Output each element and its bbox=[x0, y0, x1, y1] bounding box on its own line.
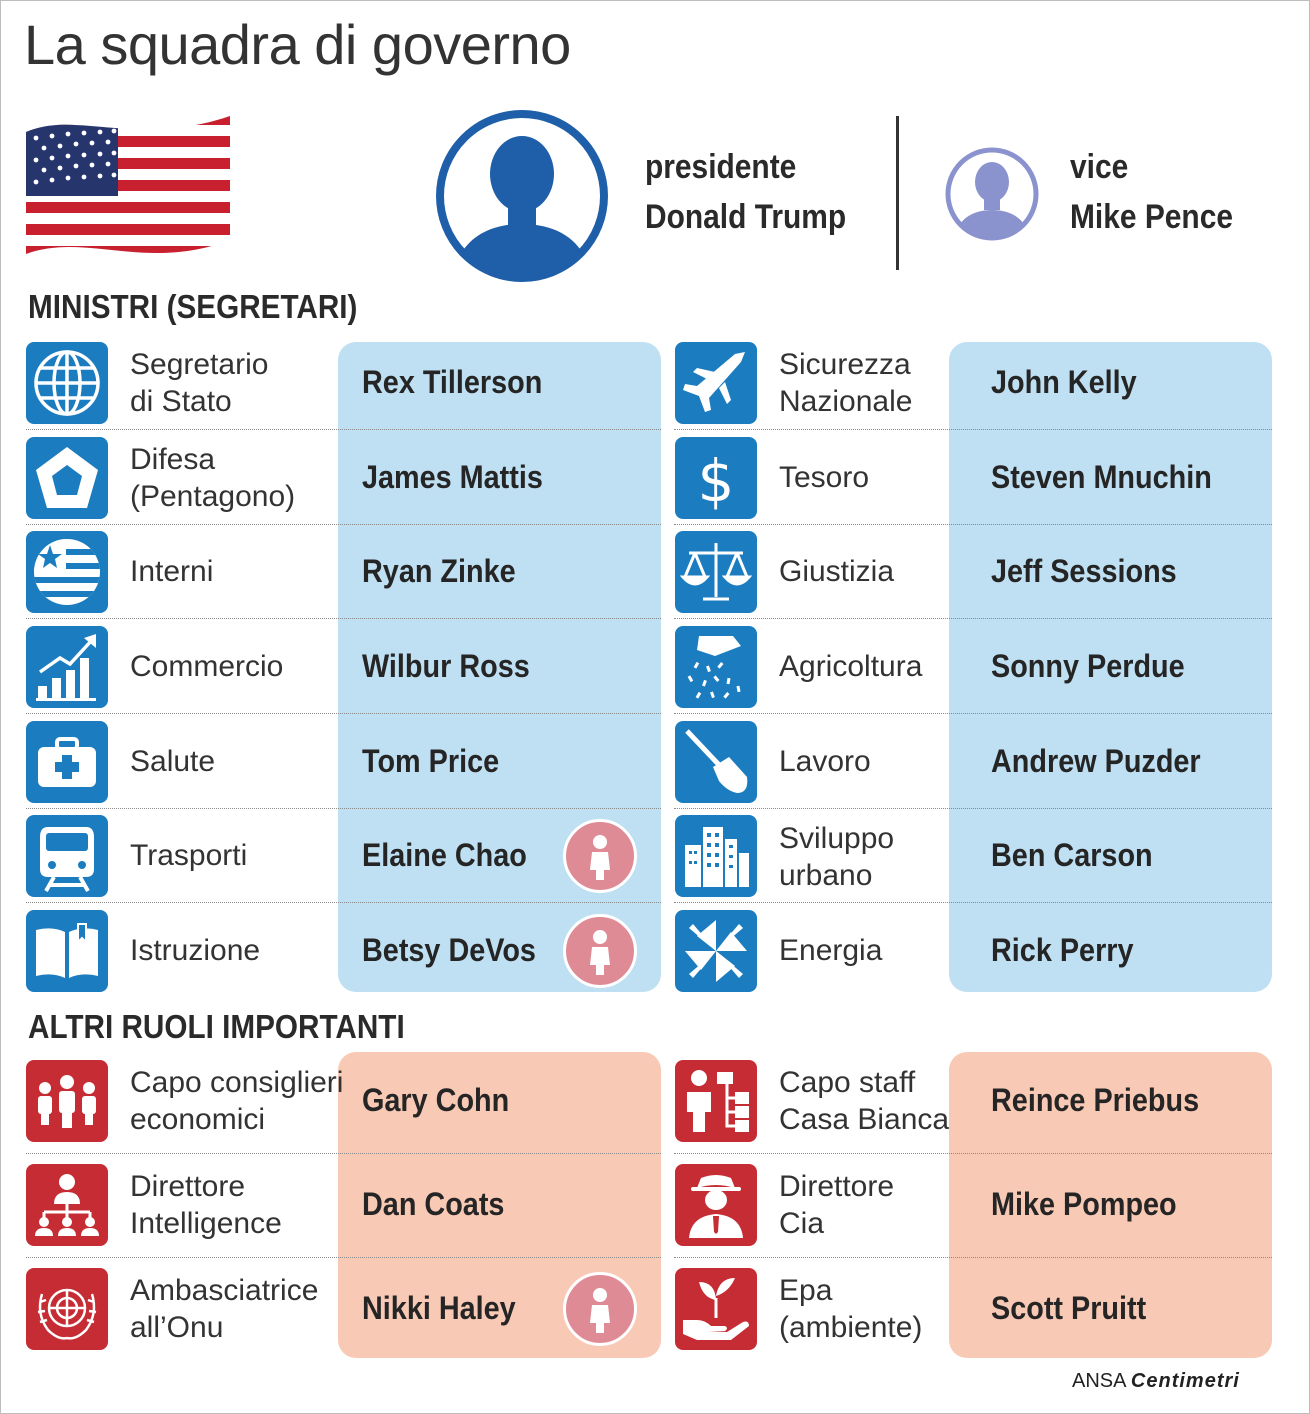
globe-icon bbox=[26, 342, 108, 424]
minister-role-label: Sicurezza Nazionale bbox=[779, 348, 913, 418]
minister-role-label: Tesoro bbox=[779, 461, 870, 494]
role-label: Ambasciatrice all’Onu bbox=[130, 1274, 319, 1344]
pentagon-icon bbox=[26, 437, 108, 519]
row-divider bbox=[26, 902, 661, 903]
plant-hand-icon bbox=[675, 1268, 757, 1350]
minister-name: Ben Carson bbox=[991, 837, 1153, 873]
credit-agency: ANSA bbox=[1072, 1370, 1126, 1392]
minister-name: Steven Mnuchin bbox=[991, 459, 1212, 495]
minister-role-label: Commercio bbox=[130, 650, 284, 683]
ministers-heading: MINISTRI (SEGRETARI) bbox=[28, 288, 358, 325]
row-divider bbox=[674, 1257, 1272, 1258]
row-divider bbox=[26, 1153, 661, 1154]
credit-brand: Centimetri bbox=[1130, 1370, 1240, 1392]
row-divider bbox=[26, 1257, 661, 1258]
source-credit: ANSA Centimetri bbox=[1072, 1370, 1240, 1393]
minister-name: Jeff Sessions bbox=[991, 553, 1177, 589]
minister-role-label: Interni bbox=[130, 555, 214, 588]
row-divider bbox=[26, 429, 661, 430]
role-label: Direttore Intelligence bbox=[130, 1170, 282, 1240]
ministers-right-names-panel bbox=[949, 342, 1272, 992]
row-divider bbox=[674, 524, 1272, 525]
minister-name: Ryan Zinke bbox=[362, 553, 516, 589]
vice-avatar bbox=[944, 146, 1040, 247]
female-badge-icon bbox=[563, 1272, 637, 1346]
row-divider bbox=[674, 808, 1272, 809]
row-divider bbox=[26, 808, 661, 809]
minister-name: Rex Tillerson bbox=[362, 364, 543, 400]
hierarchy-icon bbox=[26, 1164, 108, 1246]
org-chart-icon bbox=[675, 1060, 757, 1142]
scales-icon bbox=[675, 531, 757, 613]
un-emblem-icon bbox=[26, 1268, 108, 1350]
jet-icon bbox=[675, 342, 757, 424]
page-title: La squadra di governo bbox=[24, 13, 571, 76]
row-divider bbox=[674, 429, 1272, 430]
minister-name: Betsy DeVos bbox=[362, 932, 536, 968]
official-name: Mike Pompeo bbox=[991, 1186, 1177, 1222]
flag-globe-icon bbox=[26, 531, 108, 613]
minister-name: James Mattis bbox=[362, 459, 543, 495]
vice-name: Mike Pence bbox=[1070, 198, 1233, 236]
official-name: Dan Coats bbox=[362, 1186, 505, 1222]
official-name: Gary Cohn bbox=[362, 1082, 510, 1118]
row-divider bbox=[26, 713, 661, 714]
book-icon bbox=[26, 910, 108, 992]
us-flag-icon bbox=[26, 114, 230, 275]
role-label: Capo consiglieri economici bbox=[130, 1066, 344, 1136]
row-divider bbox=[674, 902, 1272, 903]
minister-name: Rick Perry bbox=[991, 932, 1134, 968]
president-name: Donald Trump bbox=[645, 198, 847, 236]
other-roles-heading: ALTRI RUOLI IMPORTANTI bbox=[28, 1008, 405, 1045]
official-name: Scott Pruitt bbox=[991, 1290, 1147, 1326]
minister-role-label: Giustizia bbox=[779, 555, 895, 588]
team-icon bbox=[26, 1060, 108, 1142]
minister-name: Andrew Puzder bbox=[991, 743, 1201, 779]
president-role: presidente bbox=[645, 148, 797, 186]
minister-role-label: Difesa (Pentagono) bbox=[130, 443, 296, 513]
minister-role-label: Trasporti bbox=[130, 839, 248, 872]
buildings-icon bbox=[675, 815, 757, 897]
agent-icon bbox=[675, 1164, 757, 1246]
row-divider bbox=[674, 713, 1272, 714]
row-divider bbox=[26, 524, 661, 525]
official-name: Nikki Haley bbox=[362, 1290, 516, 1326]
female-badge-icon bbox=[563, 914, 637, 988]
minister-name: Wilbur Ross bbox=[362, 648, 530, 684]
header-separator bbox=[896, 116, 899, 270]
growth-chart-icon bbox=[26, 626, 108, 708]
minister-name: Elaine Chao bbox=[362, 837, 527, 873]
female-badge-icon bbox=[563, 819, 637, 893]
minister-role-label: Energia bbox=[779, 934, 883, 967]
role-label: Capo staff Casa Bianca bbox=[779, 1066, 950, 1136]
row-divider bbox=[674, 1153, 1272, 1154]
minister-role-label: Segretario di Stato bbox=[130, 348, 269, 418]
row-divider bbox=[26, 618, 661, 619]
role-label: Epa (ambiente) bbox=[779, 1274, 923, 1344]
row-divider bbox=[674, 618, 1272, 619]
pinwheel-icon bbox=[675, 910, 757, 992]
sowing-hand-icon bbox=[675, 626, 757, 708]
shovel-icon bbox=[675, 721, 757, 803]
minister-name: Tom Price bbox=[362, 743, 500, 779]
others-right-names-panel bbox=[949, 1052, 1272, 1358]
minister-role-label: Istruzione bbox=[130, 934, 261, 967]
official-name: Reince Priebus bbox=[991, 1082, 1200, 1118]
minister-role-label: Sviluppo urbano bbox=[779, 822, 895, 892]
vice-role: vice bbox=[1070, 148, 1129, 186]
dollar-icon: $ bbox=[675, 437, 757, 519]
minister-name: John Kelly bbox=[991, 364, 1137, 400]
train-icon bbox=[26, 815, 108, 897]
minister-name: Sonny Perdue bbox=[991, 648, 1185, 684]
minister-role-label: Agricoltura bbox=[779, 650, 923, 683]
role-label: Direttore Cia bbox=[779, 1170, 895, 1240]
president-avatar bbox=[434, 108, 610, 289]
medical-kit-icon bbox=[26, 721, 108, 803]
minister-role-label: Salute bbox=[130, 745, 216, 778]
svg-text:$: $ bbox=[698, 447, 735, 515]
minister-role-label: Lavoro bbox=[779, 745, 871, 778]
